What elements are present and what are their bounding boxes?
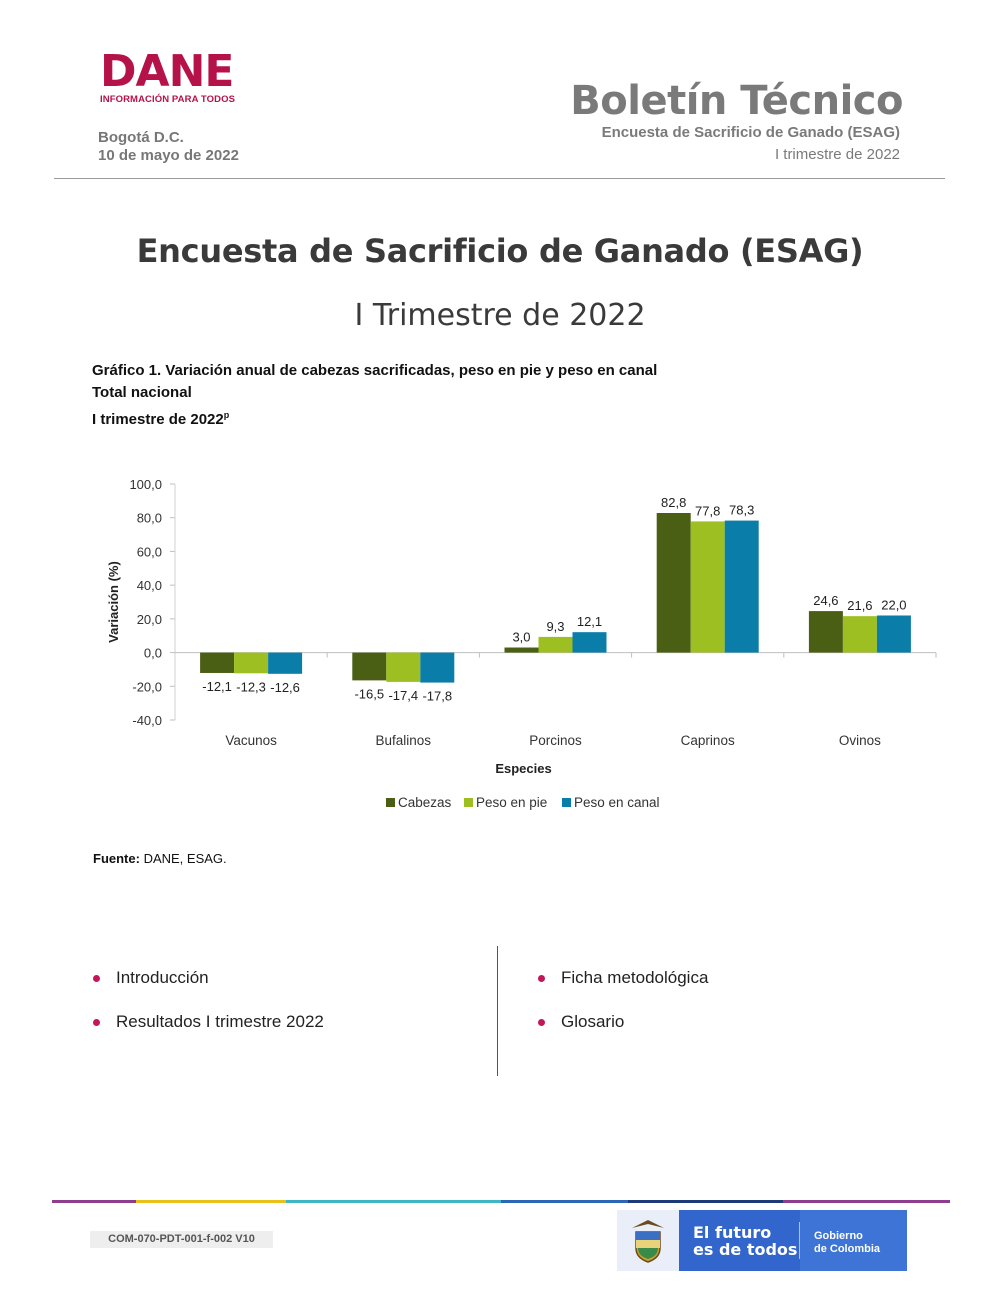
data-label: -17,8 — [422, 689, 452, 704]
source-label: Fuente: — [93, 851, 140, 866]
data-label: 22,0 — [881, 597, 906, 612]
footer-bar-segment — [501, 1200, 628, 1203]
legend-swatch — [386, 798, 395, 807]
page-title: Encuesta de Sacrificio de Ganado (ESAG) — [136, 232, 864, 270]
chart-caption-period: I trimestre de 2022p — [92, 410, 230, 428]
y-axis-title: Variación (%) — [106, 561, 121, 643]
y-tick-label: 60,0 — [137, 544, 162, 559]
data-label: -16,5 — [354, 686, 384, 701]
toc-link-introduccion[interactable]: Introducción — [93, 968, 209, 988]
bar — [234, 652, 269, 674]
bar — [572, 632, 607, 653]
document-code: COM-070-PDT-001-f-002 V10 — [90, 1231, 273, 1248]
x-tick-label: Vacunos — [225, 733, 277, 748]
data-label: 9,3 — [546, 619, 564, 634]
toc-divider — [497, 946, 498, 1076]
bar — [268, 652, 303, 674]
government-slogan: El futuro es de todos — [679, 1210, 799, 1271]
y-tick-label: -20,0 — [132, 679, 162, 694]
chart-caption: Gráfico 1. Variación anual de cabezas sa… — [92, 360, 657, 431]
x-tick-label: Bufalinos — [376, 733, 432, 748]
footer-bar-segment — [783, 1200, 950, 1203]
x-tick-label: Caprinos — [681, 733, 735, 748]
bar — [808, 611, 843, 653]
y-tick-label: 40,0 — [137, 578, 162, 593]
data-label: -17,4 — [388, 688, 418, 703]
data-label: 24,6 — [813, 593, 838, 608]
bar — [420, 652, 455, 683]
x-axis-title: Especies — [495, 761, 551, 776]
banner-separator — [799, 1222, 800, 1259]
bullet-icon — [538, 1018, 545, 1026]
bulletin-title: Boletín Técnico — [570, 78, 903, 124]
footer-bar-segment — [286, 1200, 501, 1203]
footer-color-bar — [52, 1200, 950, 1203]
x-tick-label: Ovinos — [839, 733, 881, 748]
location-date: Bogotá D.C. 10 de mayo de 2022 — [98, 129, 239, 165]
bar — [690, 521, 725, 653]
legend-swatch — [464, 798, 473, 807]
dane-logo-tagline: INFORMACIÓN PARA TODOS — [100, 94, 236, 105]
y-tick-label: 100,0 — [129, 477, 162, 492]
toc-link-resultados[interactable]: Resultados I trimestre 2022 — [93, 1012, 324, 1032]
source-text: DANE, ESAG. — [139, 851, 227, 866]
dane-logo-word: DANE — [100, 46, 234, 97]
data-label: -12,6 — [270, 680, 300, 695]
y-tick-label: 0,0 — [144, 646, 162, 661]
city: Bogotá D.C. — [98, 129, 184, 146]
bulletin-subtitle: Encuesta de Sacrificio de Ganado (ESAG) — [601, 124, 900, 141]
data-label: 78,3 — [729, 503, 754, 518]
data-label: 77,8 — [695, 503, 720, 518]
y-tick-label: 80,0 — [137, 511, 162, 526]
toc-label: Glosario — [561, 1012, 625, 1031]
bar — [876, 615, 911, 653]
bar — [386, 652, 421, 682]
y-tick-label: 20,0 — [137, 612, 162, 627]
y-tick-label: -40,0 — [132, 713, 162, 728]
chart-caption-title: Gráfico 1. Variación anual de cabezas sa… — [92, 362, 658, 379]
data-label: 3,0 — [512, 630, 530, 645]
bullet-icon — [538, 974, 545, 982]
bar — [200, 652, 235, 673]
dane-logo: DANE INFORMACIÓN PARA TODOS — [100, 46, 240, 106]
footer-bar-segment — [628, 1200, 783, 1203]
source-note: Fuente: DANE, ESAG. — [93, 851, 227, 866]
bar — [538, 636, 573, 653]
legend-swatch — [562, 798, 571, 807]
legend-label: Peso en canal — [574, 795, 660, 810]
chart-caption-scope: Total nacional — [92, 384, 192, 401]
toc-label: Introducción — [116, 968, 209, 987]
data-label: -12,1 — [202, 679, 232, 694]
government-banner: El futuro es de todos Gobierno de Colomb… — [617, 1210, 907, 1271]
footer-bar-segment — [52, 1200, 136, 1203]
publication-date: 10 de mayo de 2022 — [98, 147, 239, 164]
toc-label: Ficha metodológica — [561, 968, 709, 987]
government-name: Gobierno de Colombia — [800, 1210, 907, 1271]
bar — [724, 520, 759, 653]
data-label: -12,3 — [236, 679, 266, 694]
provisional-mark: p — [223, 410, 230, 420]
bulletin-period: I trimestre de 2022 — [774, 146, 900, 163]
bar — [842, 616, 877, 653]
toc-link-ficha[interactable]: Ficha metodológica — [538, 968, 708, 988]
x-tick-label: Porcinos — [529, 733, 582, 748]
bar — [504, 647, 539, 653]
data-label: 21,6 — [847, 598, 872, 613]
footer-bar-segment — [136, 1200, 286, 1203]
bar — [352, 652, 387, 681]
header-divider — [54, 178, 945, 179]
variation-bar-chart: 100,0 80,0 60,0 40,0 20,0 0,0 -20,0 -40,0 Variac… — [106, 477, 937, 810]
coat-of-arms-icon — [617, 1210, 679, 1271]
legend-label: Peso en pie — [476, 795, 547, 810]
legend-label: Cabezas — [398, 795, 452, 810]
toc-label: Resultados I trimestre 2022 — [116, 1012, 324, 1031]
data-label: 12,1 — [577, 614, 602, 629]
page-subtitle: I Trimestre de 2022 — [354, 298, 646, 333]
bar — [656, 512, 691, 653]
bullet-icon — [93, 974, 100, 982]
bullet-icon — [93, 1018, 100, 1026]
data-label: 82,8 — [661, 495, 686, 510]
toc-link-glosario[interactable]: Glosario — [538, 1012, 624, 1032]
